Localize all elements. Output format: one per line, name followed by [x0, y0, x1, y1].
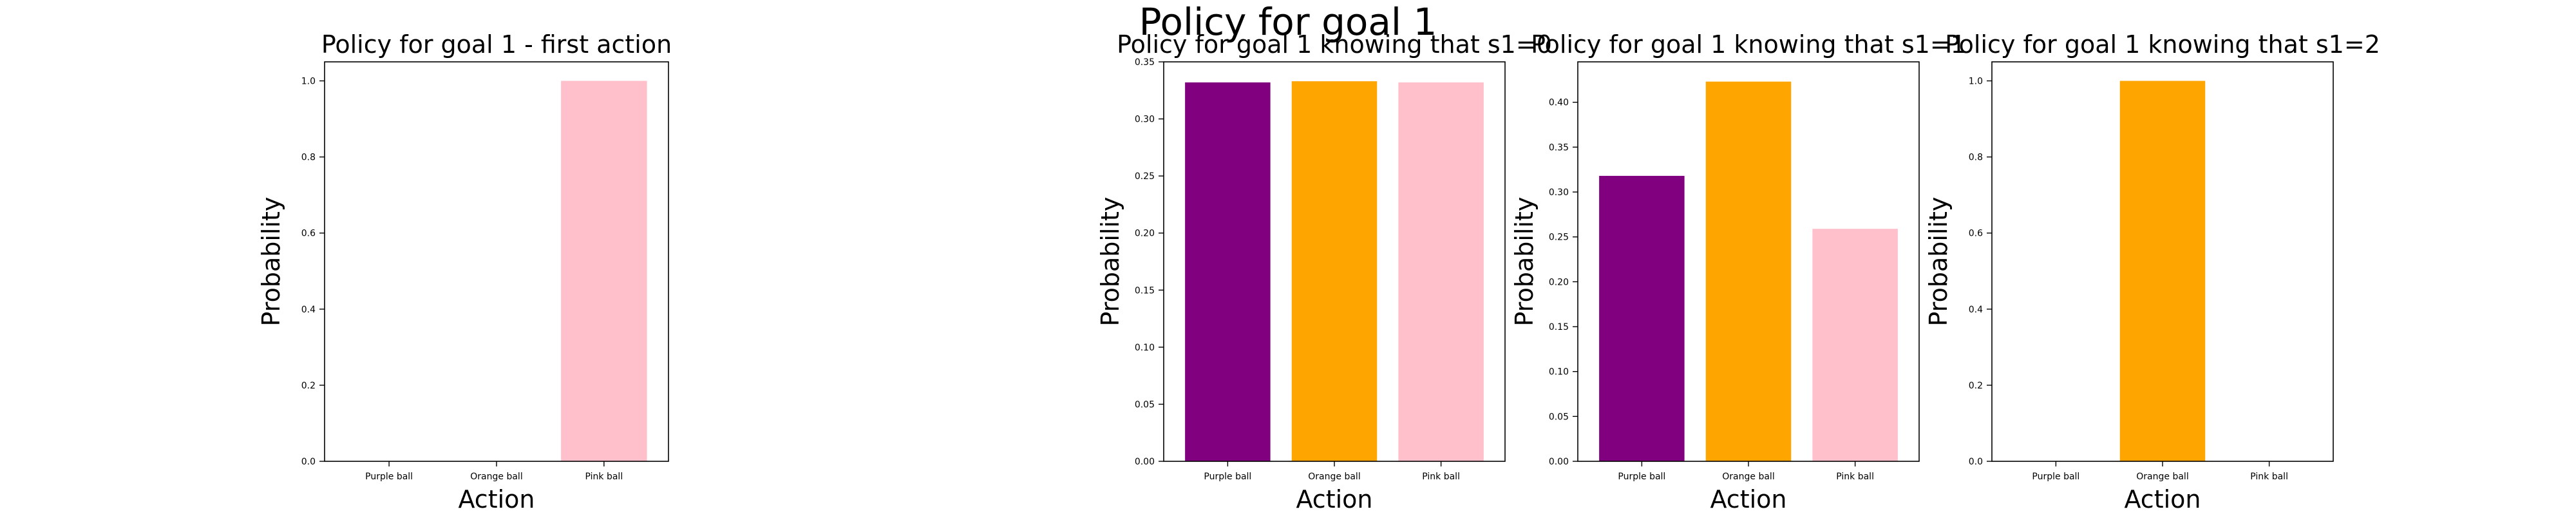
bar-purple-ball [1185, 82, 1271, 461]
x-tick-label: Pink ball [2250, 472, 2288, 482]
chart-3: 0.00 0.05 0.10 0.15 0.20 0.25 0.30 0.35 0.40 Purp… [1510, 30, 1966, 513]
x-axis-label: Action [1710, 485, 1786, 513]
x-axis-label: Action [1296, 485, 1372, 513]
bar-pink-ball [561, 81, 647, 462]
x-tick-label: Purple ball [2032, 472, 2079, 482]
y-tick-label: 0.05 [1549, 412, 1569, 422]
y-tick-label: 0.15 [1549, 322, 1569, 332]
y-tick-label: 0.8 [1969, 153, 1983, 163]
bar-orange-ball [1291, 81, 1378, 462]
x-tick-label: Orange ball [1308, 472, 1360, 482]
figure-suptitle: Policy for goal 1 [1139, 0, 1437, 44]
y-tick-label: 0.8 [301, 153, 316, 163]
y-tick-label: 0.35 [1549, 142, 1569, 153]
y-tick-label: 0.10 [1549, 367, 1569, 378]
x-tick-label: Purple ball [1618, 472, 1665, 482]
chart-title: Policy for goal 1 knowing that s1=1 [1531, 30, 1966, 59]
bar-orange-ball [1705, 81, 1792, 462]
chart-title: Policy for goal 1 - first action [321, 30, 672, 59]
y-tick-label: 0.25 [1549, 233, 1569, 243]
y-tick-label: 1.0 [301, 77, 316, 87]
y-axis-label: Probability [257, 197, 285, 327]
y-tick-label: 0.25 [1135, 171, 1155, 182]
y-tick-label: 0.40 [1549, 98, 1569, 108]
y-tick-label: 0.0 [1969, 457, 1983, 467]
y-tick-label: 0.30 [1135, 115, 1155, 125]
y-tick-label: 0.4 [1969, 305, 1983, 315]
x-tick-label: Orange ball [2136, 472, 2188, 482]
x-tick-label: Pink ball [1422, 472, 1460, 482]
chart-title: Policy for goal 1 knowing that s1=0 [1117, 30, 1552, 59]
x-tick-label: Orange ball [1722, 472, 1774, 482]
y-tick-label: 0.15 [1135, 285, 1155, 296]
y-tick-label: 0.0 [301, 457, 316, 467]
chart-4: 0.0 0.2 0.4 0.6 0.8 1.0 Purple ball Orange ball… [1924, 30, 2380, 513]
y-tick-label: 0.20 [1549, 277, 1569, 287]
bar-pink-ball [1812, 229, 1898, 461]
y-tick-label: 0.10 [1135, 343, 1155, 353]
x-axis-label: Action [458, 485, 535, 513]
bar-orange-ball [2119, 81, 2206, 462]
chart-1: 0.0 0.2 0.4 0.6 0.8 1.0 Purple ball Orange ball… [257, 30, 672, 513]
y-tick-label: 0.2 [1969, 381, 1983, 391]
y-tick-label: 0.00 [1135, 457, 1155, 467]
chart-title: Policy for goal 1 knowing that s1=2 [1945, 30, 2380, 59]
y-tick-label: 0.35 [1135, 57, 1155, 68]
y-tick-label: 0.05 [1135, 399, 1155, 410]
y-tick-label: 0.6 [301, 229, 316, 239]
x-tick-label: Pink ball [1836, 472, 1874, 482]
x-tick-label: Orange ball [470, 472, 522, 482]
y-tick-label: 0.4 [301, 305, 316, 315]
x-tick-label: Purple ball [1204, 472, 1251, 482]
y-tick-label: 1.0 [1969, 77, 1983, 87]
y-axis-label: Probability [1096, 197, 1124, 327]
y-axis-label: Probability [1510, 197, 1539, 327]
y-tick-label: 0.2 [301, 381, 316, 391]
bar-purple-ball [1599, 175, 1685, 461]
chart-2: 0.00 0.05 0.10 0.15 0.20 0.25 0.30 0.35 Purple b… [1096, 30, 1552, 513]
y-tick-label: 0.30 [1549, 187, 1569, 198]
x-tick-label: Purple ball [365, 472, 413, 482]
y-tick-label: 0.6 [1969, 229, 1983, 239]
y-tick-label: 0.20 [1135, 229, 1155, 239]
x-axis-label: Action [2124, 485, 2201, 513]
y-tick-label: 0.00 [1549, 457, 1569, 467]
bar-pink-ball [1398, 82, 1484, 461]
x-tick-label: Pink ball [585, 472, 623, 482]
y-axis-label: Probability [1924, 197, 1953, 327]
